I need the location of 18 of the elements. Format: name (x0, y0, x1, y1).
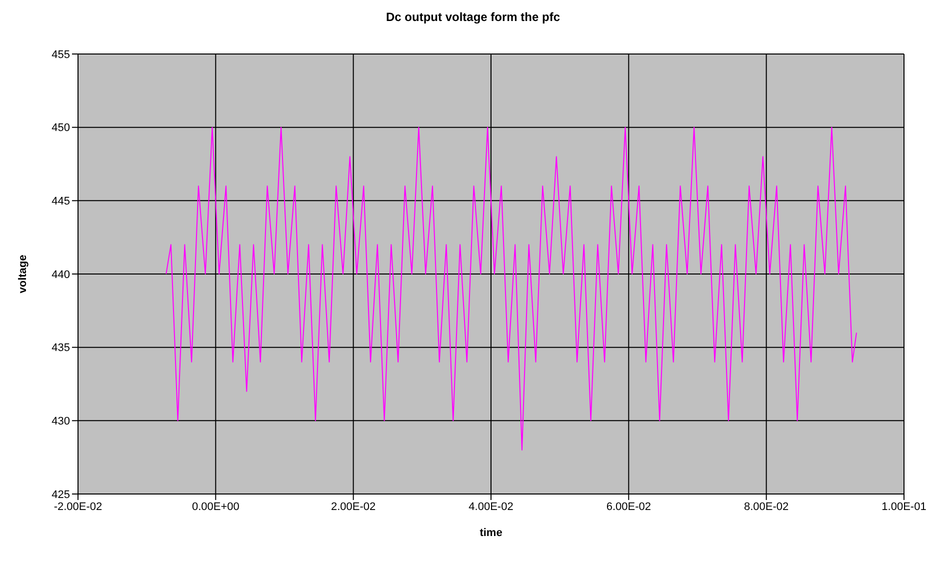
line-series (166, 126, 858, 450)
y-tick-label: 450 (52, 122, 70, 134)
y-tick-label: 430 (52, 416, 70, 428)
x-tick-label: 4.00E-02 (468, 500, 514, 513)
chart-title: Dc output voltage form the pfc (385, 10, 561, 26)
x-tick-label: 1.00E-01 (882, 500, 926, 513)
x-tick-label: -2.00E-02 (54, 500, 102, 513)
y-tick-label: 425 (52, 488, 70, 501)
y-tick-label: 435 (52, 342, 70, 354)
y-tick-label: 445 (52, 196, 70, 208)
x-tick-label: 2.00E-02 (331, 500, 376, 513)
x-tick-label: 8.00E-02 (744, 500, 789, 513)
x-axis-title: time (480, 527, 502, 539)
y-tick-label: 440 (52, 268, 70, 281)
y-tick-label: 455 (52, 48, 70, 61)
x-tick-label: 6.00E-02 (606, 500, 651, 513)
x-tick-label: 0.00E+00 (192, 500, 240, 513)
y-axis-title: voltage (16, 254, 29, 294)
